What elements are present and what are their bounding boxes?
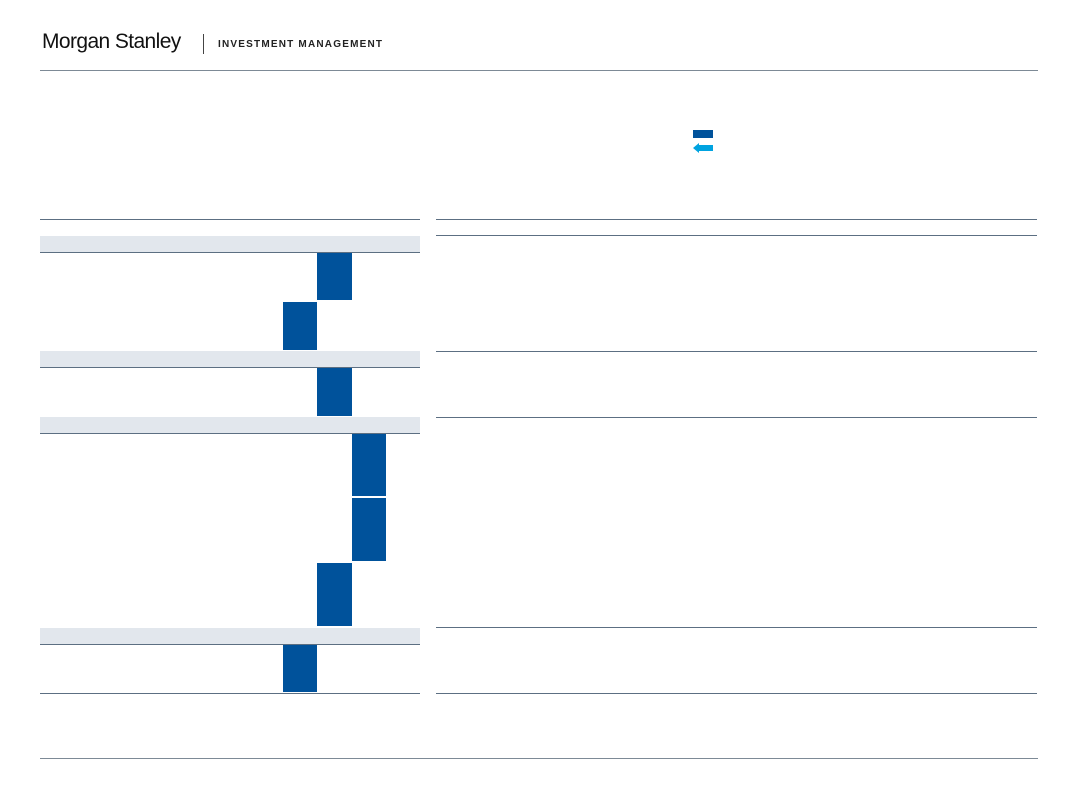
table-bottom-rule-left <box>40 693 420 694</box>
legend-solid-bar-icon <box>693 130 713 138</box>
group-header-band <box>40 236 420 252</box>
group-rule <box>40 433 420 434</box>
positioning-bar <box>352 434 386 496</box>
positioning-bar <box>317 253 352 300</box>
positioning-bar <box>317 368 352 416</box>
brand-logo: Morgan Stanley <box>42 30 181 53</box>
group-rule <box>40 367 420 368</box>
group-header-band <box>40 417 420 433</box>
table-top-rule-right <box>436 219 1037 220</box>
positioning-bar <box>352 498 386 561</box>
table-bottom-rule-right <box>436 693 1037 694</box>
positioning-bar <box>317 563 352 626</box>
brand-division: INVESTMENT MANAGEMENT <box>218 39 384 50</box>
positioning-bar <box>283 645 317 692</box>
footer-rule <box>40 758 1038 759</box>
table-header-rule-right <box>436 235 1037 236</box>
group-rule-right <box>436 351 1037 352</box>
group-rule-right <box>436 627 1037 628</box>
header-rule <box>40 70 1038 71</box>
positioning-bar <box>283 302 317 350</box>
group-rule-right <box>436 417 1037 418</box>
group-rule <box>40 644 420 645</box>
group-header-band <box>40 628 420 644</box>
table-top-rule-left <box>40 219 420 220</box>
legend-left-arrow-icon <box>693 143 713 153</box>
group-header-band <box>40 351 420 367</box>
group-rule <box>40 252 420 253</box>
brand-divider <box>203 34 204 54</box>
